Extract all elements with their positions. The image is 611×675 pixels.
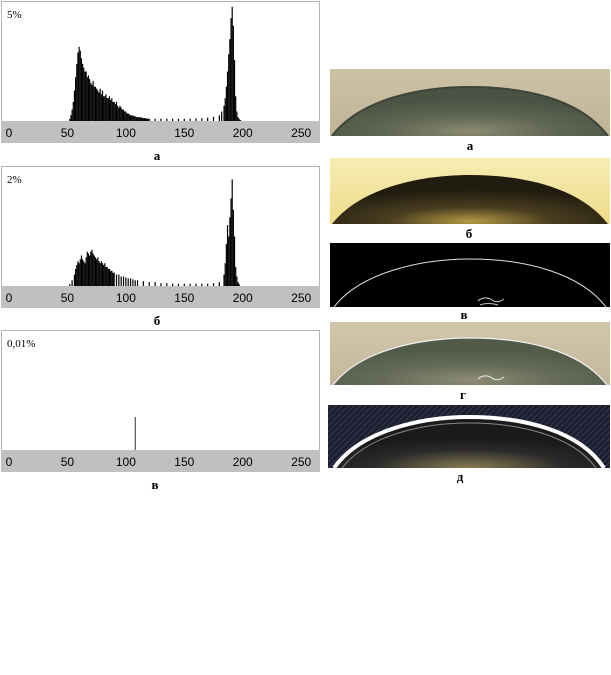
x-tick-label: 150 [174, 455, 194, 469]
x-tick-label: 50 [61, 126, 75, 140]
y-scale-label: 0,01% [7, 338, 35, 350]
x-tick-label: 250 [291, 291, 311, 305]
plot-area [1, 1, 320, 122]
x-tick-label: 100 [116, 455, 136, 469]
x-tick-label: 250 [291, 455, 311, 469]
x-axis-band [1, 450, 320, 472]
histogram-b: 2% 0 50 100 150 200 250 [1, 166, 320, 309]
photo-overlay [330, 322, 610, 385]
y-scale-label: 2% [7, 174, 22, 186]
x-tick-label: 150 [174, 291, 194, 305]
caption-histogram-c: в [151, 477, 159, 492]
histogram-a-chart: 5% 0 50 100 150 200 250 [1, 1, 320, 143]
photo-gradient [328, 405, 610, 468]
x-tick-label: 0 [6, 455, 13, 469]
x-tick-label: 250 [291, 126, 311, 140]
photo-original [330, 69, 610, 136]
histogram-c-chart: 0,01% 0 50 100 150 200 250 [1, 330, 320, 472]
caption-photo-edges: в [460, 307, 468, 322]
x-tick-label: 100 [116, 291, 136, 305]
x-tick-label: 0 [6, 126, 13, 140]
caption-photo-gradient: д [456, 469, 464, 484]
caption-photo-enhanced: б [465, 226, 473, 241]
x-axis-band [1, 121, 320, 143]
x-tick-label: 200 [233, 291, 253, 305]
x-tick-label: 50 [61, 455, 75, 469]
caption-photo-overlay: г [460, 387, 466, 402]
histogram-a: 5% 0 50 100 150 200 250 [1, 1, 320, 144]
plot-area [1, 166, 320, 287]
caption-photo-original: а [466, 138, 474, 153]
photo-enhanced [330, 158, 610, 224]
y-scale-label: 5% [7, 9, 22, 21]
x-tick-label: 50 [61, 291, 75, 305]
plot-area [1, 330, 320, 451]
x-tick-label: 100 [116, 126, 136, 140]
caption-histogram-a: а [153, 148, 161, 163]
caption-histogram-b: б [153, 313, 161, 328]
x-axis-band [1, 286, 320, 308]
photo-edges [330, 243, 610, 307]
x-tick-label: 200 [233, 455, 253, 469]
x-tick-label: 200 [233, 126, 253, 140]
x-tick-label: 150 [174, 126, 194, 140]
histogram-c: 0,01% 0 50 100 150 200 250 [1, 330, 320, 473]
x-tick-label: 0 [6, 291, 13, 305]
histogram-b-chart: 2% 0 50 100 150 200 250 [1, 166, 320, 308]
